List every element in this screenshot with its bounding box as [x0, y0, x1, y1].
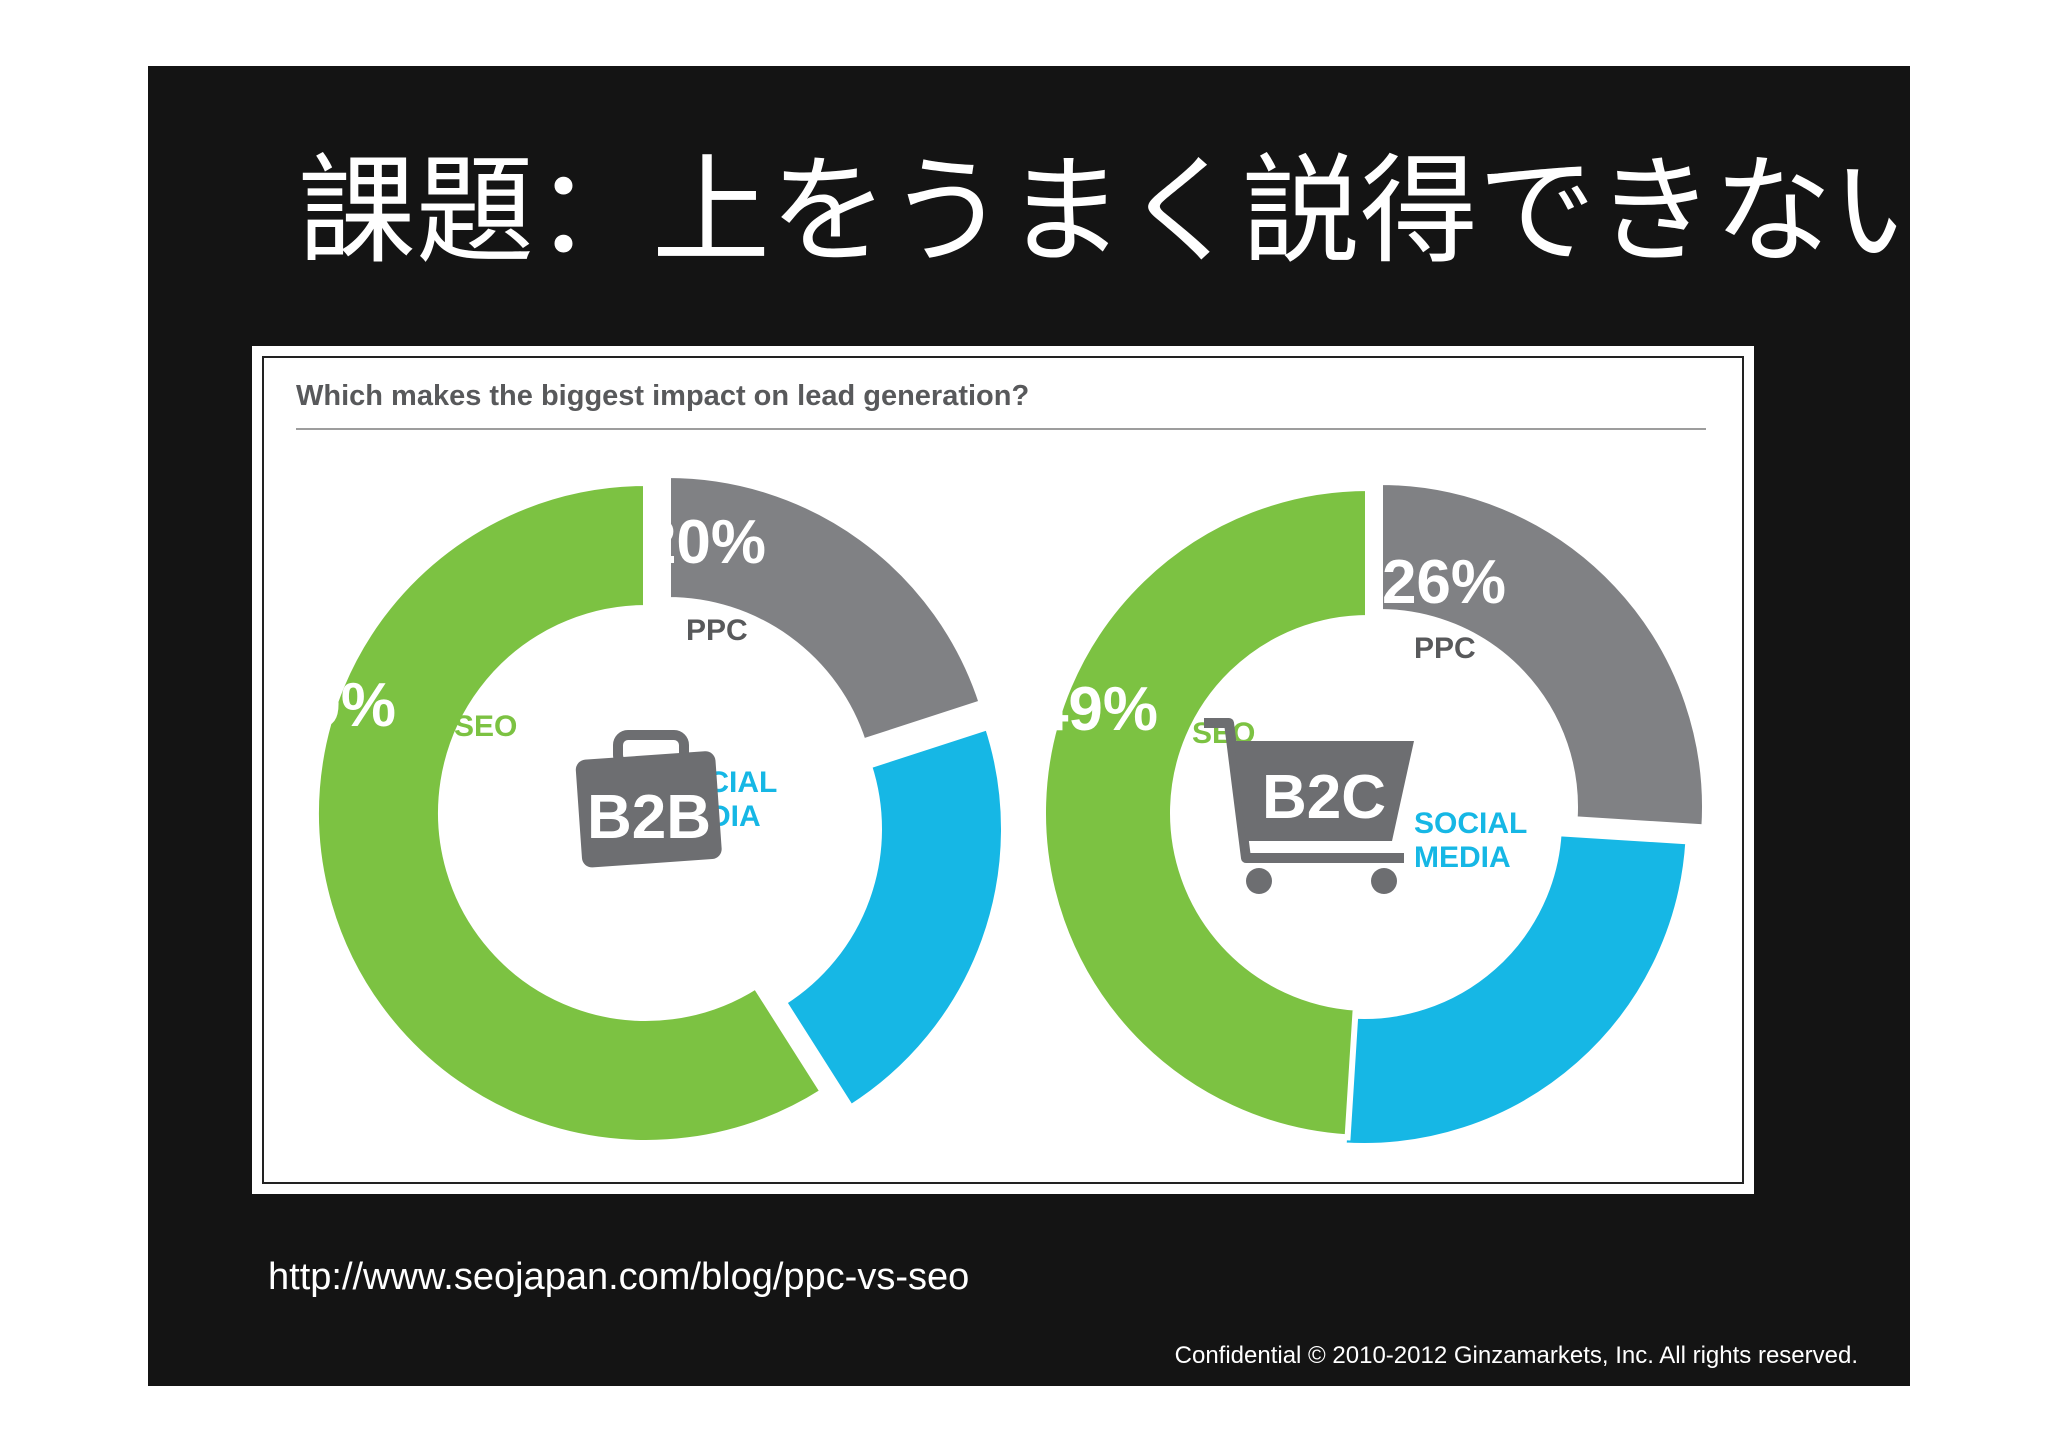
slice-value-label: 26% [1382, 548, 1506, 617]
briefcase-icon [575, 730, 722, 868]
slice-seo [1040, 484, 1371, 1141]
slice-category-label: SEO [454, 710, 517, 743]
center-label: B2B [587, 783, 711, 852]
figure-frame: Which makes the biggest impact on lead g… [252, 346, 1754, 1194]
slice-seo [313, 479, 827, 1146]
slice-social-media [779, 723, 1007, 1112]
footer-copyright: Confidential © 2010-2012 Ginzamarkets, I… [1174, 1342, 1858, 1369]
chart-title: Which makes the biggest impact on lead g… [296, 380, 1030, 412]
slice-value-label: 20% [642, 508, 766, 577]
slice-value-label: 59% [272, 671, 396, 740]
shopping-cart-icon [1204, 718, 1414, 894]
source-link[interactable]: http://www.seojapan.com/blog/ppc-vs-seo [268, 1256, 970, 1298]
slice-category-label: PPC [686, 614, 748, 647]
slice-ppc [1377, 478, 1708, 831]
slide-title: 課題：上をうまく説得できない [298, 142, 1951, 280]
center-label: B2C [1262, 763, 1386, 832]
title-divider [296, 428, 1706, 430]
slice-category-label: MEDIA [1414, 841, 1511, 874]
slide: 課題：上をうまく説得できない Which makes the biggest i… [148, 66, 1951, 1386]
slice-value-label: 25% [1397, 863, 1521, 932]
slice-value-label: 49% [1034, 675, 1158, 744]
slice-social-media [1340, 830, 1692, 1149]
slice-value-label: 21% [727, 765, 851, 834]
slice-category-label: SOCIAL [1414, 807, 1527, 840]
figure-inner: Which makes the biggest impact on lead g… [262, 356, 1744, 1184]
slice-category-label: PPC [1414, 632, 1476, 665]
slice-ppc [665, 471, 986, 746]
donut-charts: 20%PPC21%SOCIALMEDIA59%SEOB2B26%PPC25%SO… [272, 471, 1708, 1149]
